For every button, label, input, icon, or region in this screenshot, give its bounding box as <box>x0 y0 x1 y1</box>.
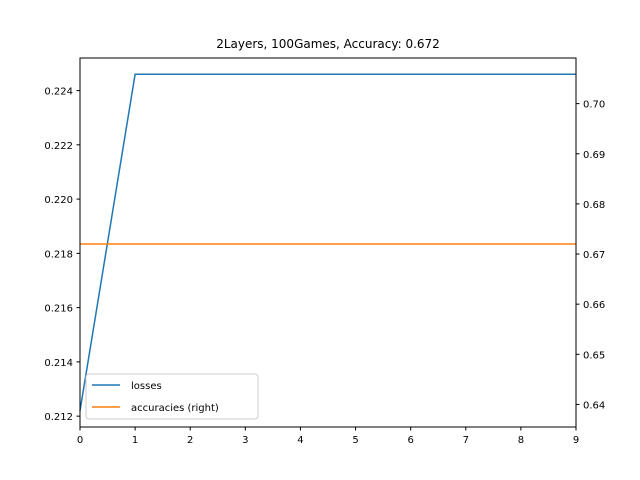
legend: losses accuracies (right) <box>85 373 259 420</box>
series-layer <box>79 73 576 411</box>
y-left-tick-label: 0.214 <box>44 358 73 369</box>
series-line-0 <box>79 73 576 411</box>
chart-title: 2Layers, 100Games, Accuracy: 0.672 <box>216 37 440 51</box>
legend-label-accuracies: accuracies (right) <box>131 403 219 414</box>
x-tick-label: 1 <box>132 435 138 446</box>
x-tick-label: 3 <box>242 435 248 446</box>
y-right-tick-label: 0.70 <box>583 100 605 111</box>
y-right-tick-label: 0.64 <box>583 400 605 411</box>
plot-frame <box>79 57 577 428</box>
legend-label-losses: losses <box>131 381 162 392</box>
x-tick-label: 8 <box>518 435 524 446</box>
y-left-tick-label: 0.220 <box>44 195 73 206</box>
y-left-tick-label: 0.218 <box>44 249 73 260</box>
x-tick-label: 5 <box>352 435 358 446</box>
y-right-tick-label: 0.65 <box>583 350 605 361</box>
y-left-tick-label: 0.222 <box>44 141 73 152</box>
y-right-tick-label: 0.68 <box>583 200 605 211</box>
y-left-tick-label: 0.224 <box>44 87 73 98</box>
y-left-tick-label: 0.212 <box>44 412 73 423</box>
x-tick-label: 0 <box>77 435 83 446</box>
x-tick-label: 2 <box>187 435 193 446</box>
y-right-tick-label: 0.67 <box>583 250 605 261</box>
y-left-tick-label: 0.216 <box>44 304 73 315</box>
plot-area <box>79 57 577 428</box>
y-axis-right: 0.64 0.65 0.66 0.67 0.68 0.69 0.70 <box>576 100 605 411</box>
x-tick-label: 7 <box>463 435 469 446</box>
x-tick-label: 9 <box>573 435 579 446</box>
x-axis: 0 1 2 3 4 5 6 7 8 9 <box>77 427 579 446</box>
x-tick-label: 6 <box>407 435 413 446</box>
y-right-tick-label: 0.66 <box>583 300 605 311</box>
legend-box <box>85 373 259 420</box>
y-axis-left: 0.212 0.214 0.216 0.218 0.220 0.222 0.224 <box>44 87 80 423</box>
x-tick-label: 4 <box>297 435 303 446</box>
y-right-tick-label: 0.69 <box>583 150 605 161</box>
